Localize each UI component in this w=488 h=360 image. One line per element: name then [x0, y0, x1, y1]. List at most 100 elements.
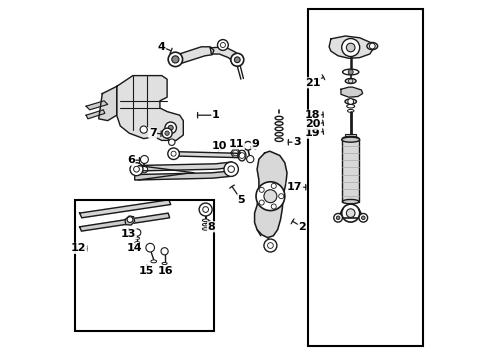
Circle shape — [346, 209, 354, 217]
Circle shape — [341, 204, 359, 222]
Text: 13: 13 — [121, 229, 136, 239]
Ellipse shape — [346, 104, 354, 108]
Ellipse shape — [347, 109, 353, 112]
Circle shape — [133, 229, 141, 236]
Circle shape — [141, 166, 147, 173]
Ellipse shape — [238, 150, 245, 161]
Circle shape — [361, 216, 365, 220]
Ellipse shape — [275, 138, 283, 141]
Text: 8: 8 — [207, 222, 215, 232]
Ellipse shape — [345, 78, 355, 84]
Polygon shape — [328, 36, 373, 58]
Circle shape — [246, 156, 253, 163]
Circle shape — [234, 57, 240, 63]
Circle shape — [164, 131, 169, 135]
Circle shape — [161, 248, 168, 255]
Circle shape — [368, 43, 374, 49]
Circle shape — [224, 162, 238, 176]
Text: 7: 7 — [148, 128, 156, 138]
Polygon shape — [134, 171, 230, 180]
Circle shape — [264, 239, 276, 252]
Text: 19: 19 — [305, 128, 320, 138]
Circle shape — [140, 126, 147, 133]
Polygon shape — [80, 213, 169, 231]
Circle shape — [347, 99, 353, 104]
Ellipse shape — [275, 116, 283, 120]
Circle shape — [217, 40, 228, 50]
Circle shape — [162, 128, 172, 138]
Text: 5: 5 — [237, 195, 244, 205]
Circle shape — [130, 163, 142, 176]
Ellipse shape — [275, 132, 283, 136]
Ellipse shape — [202, 228, 208, 230]
Polygon shape — [254, 151, 286, 238]
Polygon shape — [210, 47, 241, 62]
Ellipse shape — [134, 237, 140, 239]
Text: 4: 4 — [158, 42, 165, 52]
Text: 1: 1 — [211, 110, 219, 120]
Ellipse shape — [134, 242, 140, 244]
Circle shape — [244, 141, 252, 150]
Polygon shape — [99, 86, 117, 121]
Circle shape — [168, 125, 173, 130]
Circle shape — [168, 52, 182, 67]
Circle shape — [333, 213, 342, 222]
Circle shape — [259, 200, 264, 205]
Polygon shape — [340, 87, 362, 97]
Circle shape — [167, 148, 179, 159]
Circle shape — [259, 187, 264, 192]
Ellipse shape — [342, 69, 358, 75]
Circle shape — [230, 53, 244, 66]
Circle shape — [264, 190, 276, 203]
Text: 9: 9 — [251, 139, 259, 149]
Circle shape — [199, 203, 212, 216]
Text: 20: 20 — [305, 119, 320, 129]
Circle shape — [341, 39, 359, 57]
Bar — [342, 139, 358, 202]
Bar — [345, 134, 355, 138]
Polygon shape — [86, 110, 104, 119]
Circle shape — [271, 183, 276, 188]
Ellipse shape — [342, 136, 358, 141]
Polygon shape — [171, 47, 213, 64]
Circle shape — [336, 216, 339, 220]
Circle shape — [347, 69, 352, 75]
Polygon shape — [125, 216, 134, 225]
Circle shape — [220, 42, 225, 48]
Ellipse shape — [162, 262, 167, 265]
Circle shape — [346, 43, 354, 52]
Bar — [307, 9, 422, 346]
Circle shape — [171, 56, 179, 63]
Ellipse shape — [202, 219, 208, 221]
Circle shape — [358, 213, 367, 222]
Text: 11: 11 — [228, 139, 244, 149]
Polygon shape — [80, 200, 170, 218]
Text: 14: 14 — [126, 243, 142, 253]
Ellipse shape — [342, 199, 358, 204]
Text: 12: 12 — [71, 243, 86, 253]
Circle shape — [140, 156, 148, 163]
Text: 18: 18 — [305, 110, 320, 120]
Text: 15: 15 — [139, 266, 154, 276]
Circle shape — [164, 122, 176, 134]
Text: 16: 16 — [157, 266, 173, 276]
Ellipse shape — [275, 127, 283, 131]
Circle shape — [145, 243, 154, 252]
Bar — [75, 200, 213, 331]
Text: 3: 3 — [292, 137, 300, 147]
Polygon shape — [134, 162, 231, 171]
Polygon shape — [117, 76, 183, 140]
Text: 10: 10 — [211, 141, 226, 151]
Polygon shape — [86, 101, 107, 110]
Ellipse shape — [151, 260, 156, 263]
Text: 6: 6 — [127, 155, 135, 165]
Circle shape — [271, 204, 276, 209]
Ellipse shape — [341, 137, 359, 142]
Circle shape — [278, 194, 283, 199]
Text: 17: 17 — [286, 182, 302, 192]
Text: 21: 21 — [305, 78, 320, 88]
Polygon shape — [170, 152, 241, 158]
Ellipse shape — [344, 99, 356, 104]
Text: 2: 2 — [298, 222, 305, 232]
Circle shape — [127, 217, 133, 222]
